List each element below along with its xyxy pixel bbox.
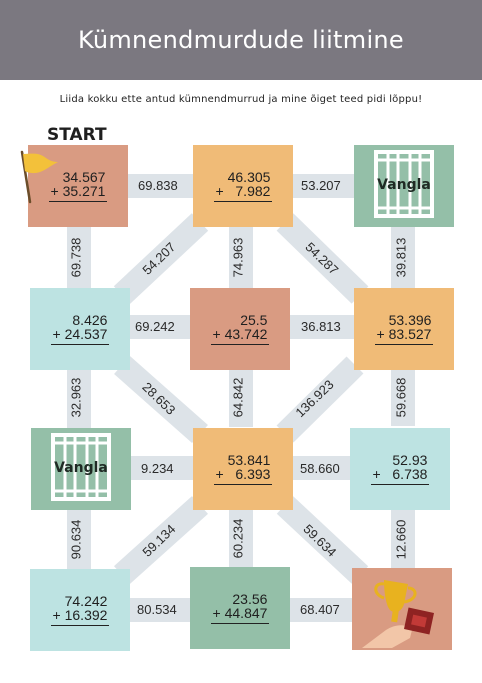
path-strip	[290, 598, 352, 622]
addend: 53.841	[227, 452, 271, 468]
path-strip	[293, 174, 355, 198]
path-strip	[128, 174, 194, 198]
path-strip	[130, 456, 194, 480]
path-strip	[290, 315, 354, 339]
addend: + 43.742	[212, 326, 268, 342]
path-label: 80.534	[137, 602, 177, 617]
path-strip	[229, 370, 253, 427]
addend: 23.56	[232, 591, 268, 607]
instruction-text: Liida kokku ette antud kümnendmurrud ja …	[59, 94, 423, 105]
addend: + 7.982	[215, 183, 271, 199]
path-strip	[391, 227, 415, 288]
path-label: 68.407	[300, 602, 340, 617]
start-label: START	[47, 125, 107, 145]
addend: 34.567	[62, 169, 106, 185]
maze-tile[interactable]: 46.305 + 7.982	[193, 145, 293, 227]
maze-tile[interactable]: 8.426 + 24.537	[30, 288, 130, 370]
addition-problem: 53.841 + 6.393	[213, 452, 273, 485]
path-label: 90.634	[68, 519, 84, 560]
path-strip	[113, 496, 209, 584]
addition-problem: 46.305 + 7.982	[213, 169, 273, 202]
addend: + 6.738	[372, 466, 428, 482]
path-strip	[229, 227, 253, 288]
path-label: 53.207	[301, 178, 341, 193]
addend: + 24.537	[52, 326, 108, 342]
addend: 52.93	[392, 452, 428, 468]
path-strip	[128, 315, 190, 339]
path-strip	[113, 213, 209, 304]
addend: + 6.393	[215, 466, 271, 482]
path-strip	[67, 227, 91, 288]
jail-label: Vangla	[377, 177, 431, 193]
path-label: 12.660	[393, 519, 409, 560]
path-label: 69.738	[68, 237, 84, 278]
path-strip	[391, 510, 415, 568]
addition-problem: 74.242 + 16.392	[50, 593, 110, 626]
path-label: 60.234	[230, 518, 246, 559]
addend: + 83.527	[376, 326, 432, 342]
addition-problem: 34.567 + 35.271	[48, 169, 108, 202]
jail-label: Vangla	[54, 460, 108, 476]
path-strip	[276, 356, 364, 443]
path-strip	[130, 598, 190, 622]
path-strip	[67, 510, 91, 570]
page-title: Kümnendmurdude liitmine	[77, 26, 404, 54]
path-strip	[276, 496, 369, 584]
addend: 53.396	[388, 312, 432, 328]
maze-tile[interactable]: 25.5 + 43.742	[190, 288, 290, 370]
maze-tile[interactable]: 52.93 + 6.738	[350, 428, 450, 510]
path-label: 36.813	[301, 319, 341, 334]
addition-problem: 52.93 + 6.738	[370, 452, 430, 485]
addend: 25.5	[240, 312, 268, 328]
jail-bars-icon	[374, 150, 434, 218]
jail-tile[interactable]: Vangla	[31, 428, 131, 510]
addend: 46.305	[227, 169, 271, 185]
addition-problem: 23.56 + 44.847	[210, 591, 270, 624]
path-strip	[67, 370, 91, 428]
path-label: 74.963	[230, 237, 246, 278]
jail-tile[interactable]: Vangla	[354, 145, 454, 227]
maze-tile[interactable]: 53.396 + 83.527	[354, 288, 454, 370]
path-label: 32.963	[68, 377, 84, 418]
maze-tile[interactable]: 23.56 + 44.847	[190, 567, 290, 649]
path-strip	[229, 509, 253, 567]
path-label: 64.842	[230, 377, 246, 418]
title-banner: Kümnendmurdude liitmine	[0, 0, 482, 80]
path-strip	[276, 213, 369, 304]
path-label: 9.234	[141, 461, 174, 476]
addition-problem: 25.5 + 43.742	[210, 312, 270, 345]
flag-icon	[20, 150, 58, 204]
path-label: 39.813	[393, 237, 409, 278]
path-label: 59.668	[393, 377, 409, 418]
addend: 8.426	[72, 312, 108, 328]
addition-problem: 8.426 + 24.537	[50, 312, 110, 345]
addend: + 35.271	[50, 183, 106, 199]
addition-problem: 53.396 + 83.527	[374, 312, 434, 345]
path-strip	[293, 456, 350, 480]
addend: 74.242	[64, 593, 108, 609]
trophy-icon	[362, 580, 435, 648]
addend: + 16.392	[52, 607, 108, 623]
maze-tile[interactable]: 74.242 + 16.392	[30, 569, 130, 651]
path-label: 69.838	[138, 178, 178, 193]
path-strip	[114, 356, 208, 443]
path-label: 69.242	[135, 319, 175, 334]
path-strip	[391, 370, 415, 426]
addend: + 44.847	[212, 605, 268, 621]
finish-tile[interactable]	[352, 568, 452, 650]
path-label: 58.660	[300, 461, 340, 476]
jail-bars-icon	[51, 433, 111, 501]
maze-tile[interactable]: 53.841 + 6.393	[193, 428, 293, 510]
